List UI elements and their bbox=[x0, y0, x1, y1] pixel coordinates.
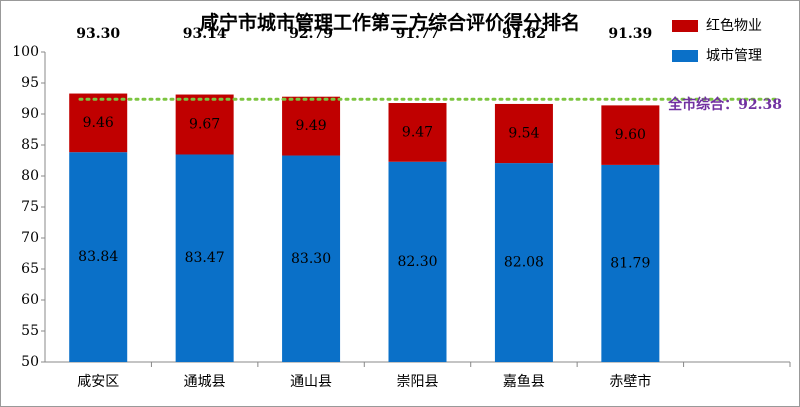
total-label: 91.77 bbox=[396, 26, 440, 42]
bar-segment bbox=[494, 103, 553, 164]
bar-segment bbox=[175, 94, 234, 155]
y-tick-label: 65 bbox=[21, 261, 39, 277]
bar-segment bbox=[601, 105, 660, 165]
x-tick-label: 嘉鱼县 bbox=[503, 373, 545, 390]
x-tick-label: 咸安区 bbox=[77, 374, 119, 390]
average-label-value: 92.38 bbox=[738, 97, 782, 113]
average-label-text: 全市综合： bbox=[667, 96, 738, 113]
value-label: 83.84 bbox=[78, 249, 118, 265]
value-label: 9.46 bbox=[83, 115, 114, 131]
value-label: 82.30 bbox=[397, 254, 437, 270]
bar-segment bbox=[282, 155, 341, 362]
bar-segment bbox=[175, 154, 234, 362]
y-tick-label: 85 bbox=[21, 137, 39, 153]
bar-segment bbox=[494, 163, 553, 362]
total-label: 93.30 bbox=[76, 26, 120, 42]
total-label: 92.79 bbox=[289, 26, 333, 42]
y-tick-label: 60 bbox=[21, 292, 39, 308]
x-tick-label: 赤壁市 bbox=[609, 373, 651, 390]
legend-swatch bbox=[672, 50, 698, 62]
value-label: 9.60 bbox=[615, 127, 646, 143]
bar-segment bbox=[388, 103, 447, 162]
value-label: 82.08 bbox=[504, 255, 544, 271]
y-tick-label: 50 bbox=[21, 354, 39, 370]
value-label: 83.47 bbox=[185, 250, 225, 266]
average-label: 全市综合：92.38 bbox=[667, 96, 782, 113]
y-tick-label: 80 bbox=[21, 168, 39, 184]
bar-segment bbox=[388, 161, 447, 362]
x-tick-label: 通山县 bbox=[290, 374, 332, 390]
y-tick-label: 90 bbox=[21, 106, 39, 122]
x-tick-label: 崇阳县 bbox=[397, 374, 439, 390]
value-label: 9.47 bbox=[402, 124, 433, 140]
bar-segment bbox=[601, 164, 660, 362]
chart-title: 咸宁市城市管理工作第三方综合评价得分排名 bbox=[200, 11, 580, 34]
value-label: 9.67 bbox=[189, 117, 220, 133]
total-label: 93.14 bbox=[183, 26, 227, 42]
value-label: 9.49 bbox=[295, 118, 326, 134]
bar-segment bbox=[69, 152, 128, 362]
bar-segment bbox=[69, 93, 128, 153]
value-label: 83.30 bbox=[291, 251, 331, 267]
y-tick-label: 55 bbox=[21, 323, 39, 339]
total-label: 91.62 bbox=[502, 26, 546, 42]
y-tick-label: 100 bbox=[12, 44, 39, 60]
legend-label: 城市管理 bbox=[706, 47, 762, 64]
value-label: 81.79 bbox=[610, 255, 650, 271]
y-tick-label: 95 bbox=[21, 75, 39, 91]
y-tick-label: 75 bbox=[21, 199, 39, 215]
legend-label: 红色物业 bbox=[706, 17, 762, 34]
total-label: 91.39 bbox=[608, 26, 652, 42]
y-tick-label: 70 bbox=[21, 230, 39, 246]
value-label: 9.54 bbox=[508, 126, 539, 142]
x-tick-label: 通城县 bbox=[184, 374, 226, 390]
bar-segment bbox=[282, 96, 341, 156]
legend-swatch bbox=[672, 20, 698, 32]
